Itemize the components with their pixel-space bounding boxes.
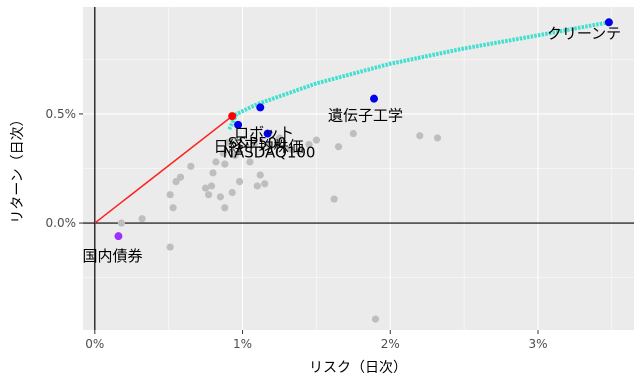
background-points xyxy=(117,129,442,323)
point-label: 日経平均株価 xyxy=(214,138,304,156)
background-point xyxy=(295,147,303,155)
highlighted-point xyxy=(114,232,123,241)
overlay-label: S&P500 xyxy=(228,134,287,152)
background-point xyxy=(166,191,174,199)
background-point xyxy=(371,315,380,323)
background-point xyxy=(250,140,258,149)
background-point xyxy=(349,129,357,138)
background-point xyxy=(117,219,126,227)
background-point xyxy=(212,158,220,166)
background-point xyxy=(166,243,174,251)
background-point xyxy=(221,160,229,168)
background-point xyxy=(231,151,239,160)
lines xyxy=(94,20,610,224)
background-point xyxy=(256,171,264,179)
background-point xyxy=(207,182,216,190)
background-point xyxy=(221,204,229,212)
highlighted-point xyxy=(370,94,379,103)
background-point xyxy=(334,143,343,151)
x-tick-label: 0% xyxy=(85,337,104,351)
background-point xyxy=(265,140,273,149)
background-point xyxy=(286,145,294,153)
background-point xyxy=(253,182,261,190)
background-point xyxy=(224,138,232,146)
background-point xyxy=(228,188,236,197)
background-point xyxy=(209,169,217,177)
y-tick-label: 0.5% xyxy=(46,107,77,121)
x-tick-label: 1% xyxy=(233,337,252,351)
highlighted-points xyxy=(114,18,613,241)
background-point xyxy=(138,215,146,223)
background-point xyxy=(416,132,424,140)
x-tick-label: 2% xyxy=(381,337,400,351)
background-point xyxy=(187,162,195,170)
background-point xyxy=(172,177,180,186)
efficient-frontier xyxy=(227,20,610,131)
point-label: ロボット xyxy=(234,124,294,142)
background-point xyxy=(275,134,284,142)
background-point xyxy=(261,180,269,188)
background-point xyxy=(246,158,254,166)
highlighted-point xyxy=(228,112,237,121)
background-point xyxy=(330,195,338,203)
highlighted-point xyxy=(234,120,243,129)
x-axis-title: リスク（日次） xyxy=(309,360,407,376)
y-tick-labels: 0.0% 0.5% xyxy=(46,107,83,230)
x-tick-labels: 0% 1% 2% 3% xyxy=(85,330,548,351)
background-point xyxy=(176,173,185,181)
background-point xyxy=(169,204,177,212)
background-point xyxy=(305,140,313,149)
x-tick-label: 3% xyxy=(528,337,547,351)
overlay-label: NASDAQ100 xyxy=(223,144,316,162)
highlighted-point xyxy=(604,18,613,27)
y-tick-label: 0.0% xyxy=(46,216,77,230)
highlighted-point xyxy=(263,129,272,138)
background-point xyxy=(433,134,442,142)
background-point xyxy=(312,136,320,144)
background-point xyxy=(202,184,210,192)
background-point xyxy=(235,177,244,186)
point-label: クリーンテ xyxy=(547,24,621,42)
background-point xyxy=(204,191,213,199)
point-label: 遺伝子工学 xyxy=(328,107,403,125)
y-axis-title: リターン（日次） xyxy=(10,112,26,223)
background-point xyxy=(219,149,227,157)
reference-lines xyxy=(83,7,634,330)
capital-market-line xyxy=(94,115,233,224)
point-label: 国内債券 xyxy=(82,247,142,265)
highlighted-point xyxy=(256,103,265,112)
background-point xyxy=(216,193,224,201)
